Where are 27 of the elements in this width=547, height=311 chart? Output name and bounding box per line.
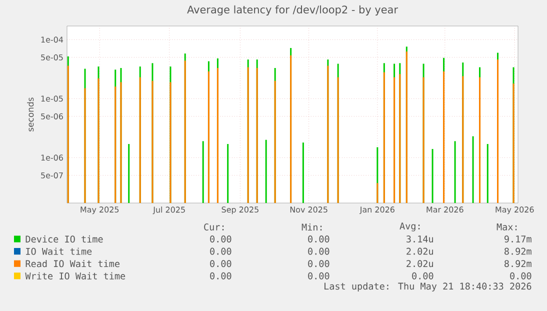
text: 0.00 <box>210 272 232 280</box>
text: 0.00 <box>308 248 330 255</box>
text: Min: <box>302 223 322 231</box>
text: 2.02u <box>406 260 433 268</box>
text: 8.92m <box>504 260 532 268</box>
chart-title: Average latency for /dev/loop2 - by year <box>187 5 398 16</box>
text: 3.14u <box>406 236 433 242</box>
text: 2.02u <box>406 248 433 255</box>
y-axis-title: seconds <box>27 98 34 132</box>
legend-label: Read IO Wait time <box>26 260 120 268</box>
text: 0.00 <box>210 260 232 268</box>
legend-label: Write IO Wait time <box>25 272 126 280</box>
text: Last update: Thu May 21 18:40:33 2026 <box>324 282 532 292</box>
text: 0.00 <box>308 236 330 242</box>
text: Cur: <box>204 224 224 230</box>
legend-label: Device IO time <box>26 235 103 243</box>
text: Avg: <box>400 222 420 232</box>
text: 8.92m <box>504 248 532 255</box>
text: 0.00 <box>510 272 532 280</box>
text: 0.00 <box>210 236 232 242</box>
legend-label: IO Wait time <box>26 248 92 255</box>
text: 0.00 <box>412 272 434 280</box>
text: 9.17m <box>504 236 532 242</box>
text: Max: <box>496 224 517 230</box>
text: 0.00 <box>308 272 330 280</box>
text: 0.00 <box>210 248 232 255</box>
text: 0.00 <box>308 260 330 268</box>
